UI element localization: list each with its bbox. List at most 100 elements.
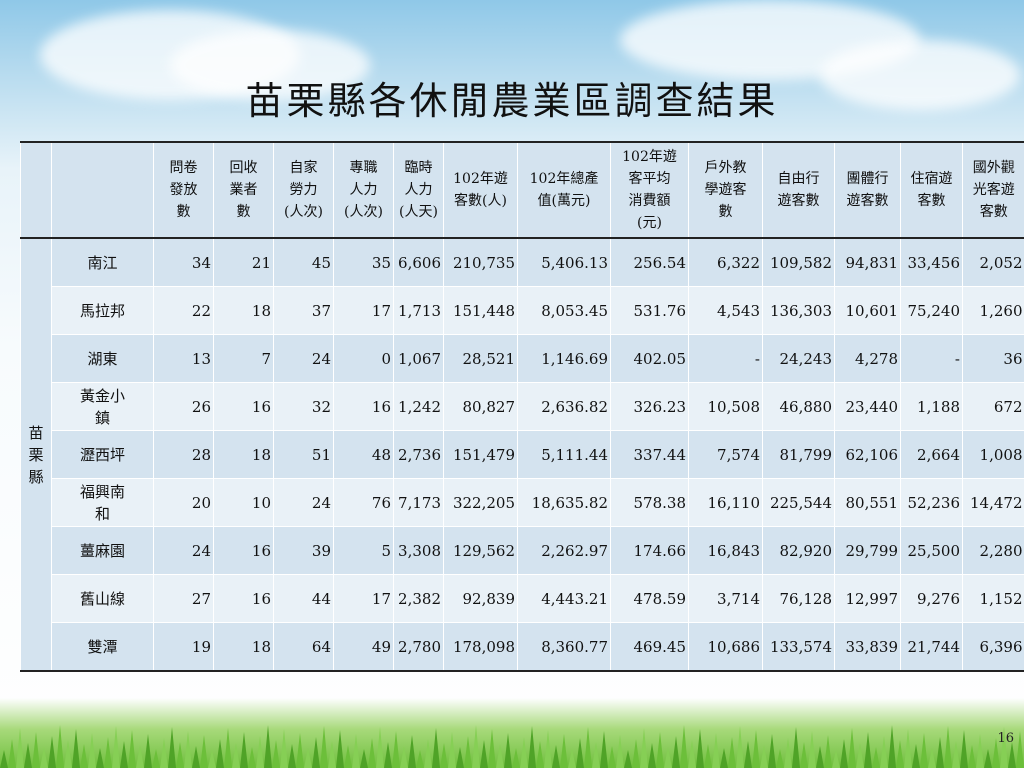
- grass-blade: [480, 740, 488, 768]
- grass-blade: [976, 734, 984, 768]
- data-cell: 52,236: [900, 478, 963, 527]
- data-cell: 21: [213, 238, 274, 287]
- grass-blade: [592, 742, 600, 768]
- grass-blade: [336, 730, 344, 768]
- grass-blade: [872, 747, 880, 768]
- grass-blade: [552, 745, 560, 768]
- grass-blade: [728, 737, 736, 768]
- grass-blade: [72, 729, 80, 768]
- grass-blade: [248, 747, 256, 768]
- table-row: 薑麻園 24 16 39 5 3,308 129,562 2,262.97 174.66 16,8…: [21, 526, 1024, 575]
- grass-blade: [416, 750, 424, 768]
- grass-blade: [24, 743, 32, 768]
- grass-blade: [816, 746, 824, 768]
- grass-blade: [992, 738, 1000, 768]
- data-cell: 6,322: [688, 238, 763, 287]
- data-cell: 2,736: [393, 430, 444, 479]
- grass-blade: [352, 734, 360, 768]
- data-cell: 16: [213, 574, 274, 623]
- grass-blade: [392, 731, 400, 768]
- grass-blade: [960, 730, 968, 768]
- grass-blade: [448, 732, 456, 768]
- grass-blade: [544, 730, 552, 768]
- data-cell: 7,173: [393, 478, 444, 527]
- grass-blade: [808, 731, 816, 768]
- area-name-cell: 南江: [51, 238, 154, 287]
- data-cell: 402.05: [610, 334, 689, 383]
- data-cell: 16,110: [688, 478, 763, 527]
- grass-blade: [472, 725, 480, 768]
- data-cell: 2,052: [962, 238, 1024, 287]
- table-row: 馬拉邦 22 18 37 17 1,713 151,448 8,053.45 531.76 4,5…: [21, 286, 1024, 335]
- data-cell: 4,443.21: [517, 574, 611, 623]
- data-cell: 531.76: [610, 286, 689, 335]
- data-cell: 19: [153, 622, 214, 672]
- area-name-cell: 雙潭: [51, 622, 154, 672]
- data-cell: 1,152: [962, 574, 1024, 623]
- grass-blade: [840, 739, 848, 768]
- grass-blade: [792, 727, 800, 768]
- column-header: 戶外教 學遊客 數: [688, 141, 763, 239]
- data-cell: 322,205: [443, 478, 518, 527]
- data-cell: 26: [153, 382, 214, 431]
- data-cell: 44: [273, 574, 334, 623]
- table-row: 黃金小 鎮 26 16 32 16 1,242 80,827 2,636.82 326.23 10…: [21, 382, 1024, 431]
- column-header: 專職 人力 (人次): [333, 141, 394, 239]
- area-name-cell: 福興南 和: [51, 478, 154, 527]
- data-cell: 12,997: [834, 574, 901, 623]
- data-cell: 18: [213, 430, 274, 479]
- table-row: 苗栗縣 南江 34 21 45 35 6,606 210,735 5,406.13 256.54 6…: [20, 238, 1024, 672]
- data-cell: 2,280: [962, 526, 1024, 575]
- grass-blade: [584, 727, 592, 768]
- data-cell: 20: [153, 478, 214, 527]
- column-header: 102年遊 客平均 消費額 (元): [610, 141, 689, 239]
- table-row: 舊山線 27 16 44 17 2,382 92,839 4,443.21 478.59 3,71…: [21, 574, 1024, 623]
- data-cell: 0: [333, 334, 394, 383]
- data-cell: 13: [153, 334, 214, 383]
- data-cell: 10,508: [688, 382, 763, 431]
- grass-blade: [680, 725, 688, 768]
- grass-blade: [240, 732, 248, 768]
- grass-blade: [296, 733, 304, 768]
- grass-blade: [176, 742, 184, 768]
- grass-blade: [944, 726, 952, 768]
- data-cell: 18: [213, 286, 274, 335]
- grass-blade: [968, 745, 976, 768]
- data-cell: 29,799: [834, 526, 901, 575]
- data-cell: 2,262.97: [517, 526, 611, 575]
- data-cell: 337.44: [610, 430, 689, 479]
- grass-blade: [128, 730, 136, 768]
- grass-blade: [888, 725, 896, 768]
- data-cell: 18: [213, 622, 274, 672]
- data-cell: 24,243: [762, 334, 835, 383]
- grass-blade: [696, 729, 704, 768]
- grass-blade: [360, 749, 368, 768]
- data-cell: 9,276: [900, 574, 963, 623]
- data-cell: 48: [333, 430, 394, 479]
- grass-blade: [952, 741, 960, 768]
- grass-blade: [32, 732, 40, 768]
- grass-blade: [320, 726, 328, 768]
- grass-blade: [744, 741, 752, 768]
- grass-blade: [224, 728, 232, 768]
- data-cell: 39: [273, 526, 334, 575]
- grass-blade: [904, 729, 912, 768]
- grass-blade: [376, 727, 384, 768]
- grass-blade: [368, 738, 376, 768]
- data-cell: 75,240: [900, 286, 963, 335]
- grass-blade: [624, 750, 632, 768]
- data-cell: 4,278: [834, 334, 901, 383]
- grass-blade: [768, 734, 776, 768]
- data-cell: 14,472: [962, 478, 1024, 527]
- data-cell: 33,456: [900, 238, 963, 287]
- data-cell: 24: [273, 334, 334, 383]
- grass-blade: [912, 744, 920, 768]
- data-cell: 16: [333, 382, 394, 431]
- survey-table-container: 問卷 發放 數回收 業者 數自家 勞力 (人次) 專職 人力 (人次) 臨時 人力 …: [20, 141, 1024, 672]
- data-cell: 51: [273, 430, 334, 479]
- grass-blade: [264, 725, 272, 768]
- grass-blade: [16, 728, 24, 768]
- data-cell: 27: [153, 574, 214, 623]
- data-cell: 2,780: [393, 622, 444, 672]
- data-cell: 5,111.44: [517, 430, 611, 479]
